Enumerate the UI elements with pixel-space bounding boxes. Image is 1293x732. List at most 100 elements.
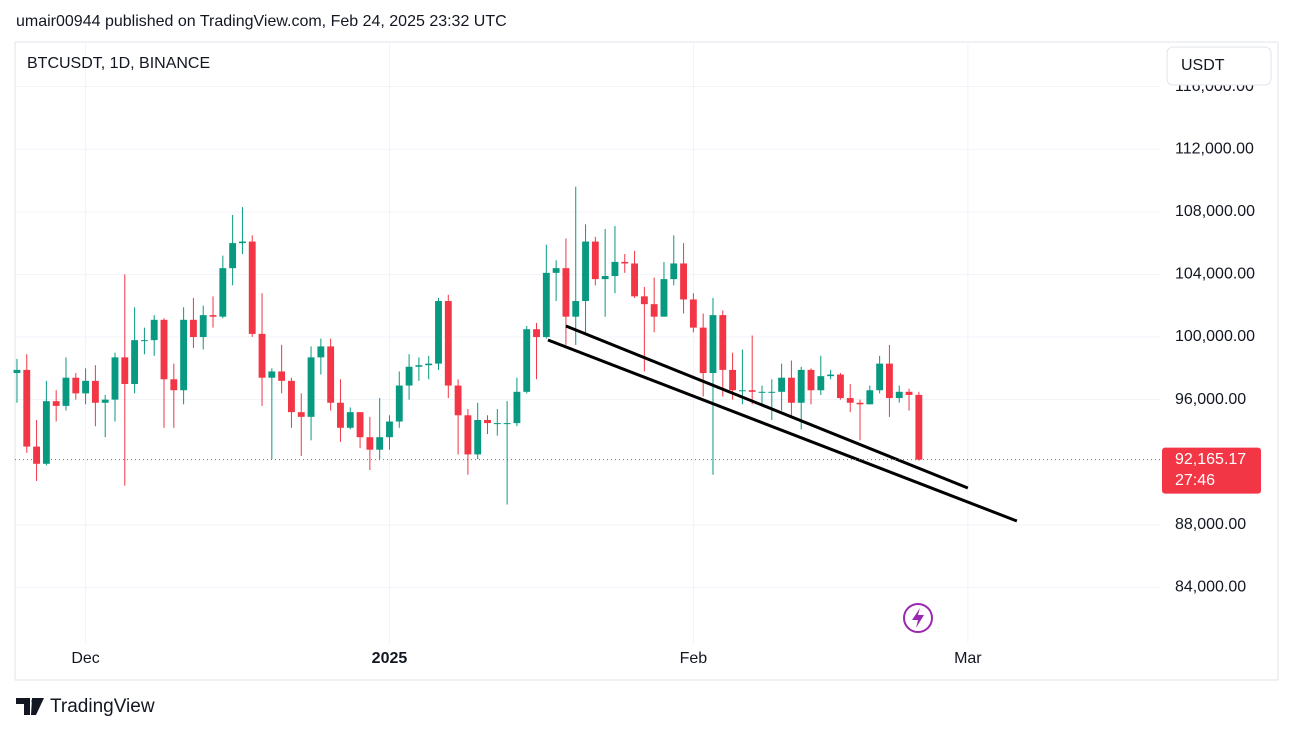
candle-body <box>660 279 668 317</box>
candles <box>13 186 923 505</box>
candle-body <box>248 241 256 334</box>
candle-body <box>866 390 874 405</box>
candle-body <box>689 299 697 328</box>
candle-body <box>709 315 717 374</box>
candle-body <box>170 379 178 391</box>
candle-body <box>807 369 815 391</box>
x-tick-label: Dec <box>71 650 99 667</box>
candle-body <box>395 385 403 422</box>
trendline <box>565 324 969 490</box>
candle-body <box>111 357 119 400</box>
y-tick-label: 100,000.00 <box>1175 328 1255 345</box>
candle-body <box>562 268 570 317</box>
candle-body <box>415 365 423 367</box>
candle-body <box>160 319 168 380</box>
candle-body <box>386 421 393 438</box>
candle-body <box>493 423 501 425</box>
trendline <box>547 338 1018 523</box>
candle-body <box>640 296 648 305</box>
candle-body <box>650 304 658 317</box>
candle-body <box>288 380 295 413</box>
candle-body <box>484 419 491 424</box>
candle-body <box>787 377 795 403</box>
candle-body <box>337 402 344 428</box>
candle-body <box>278 371 286 381</box>
currency-label[interactable]: USDT <box>1181 57 1225 74</box>
brand[interactable]: TradingView <box>50 696 155 717</box>
candle-body <box>180 319 188 391</box>
candle-body <box>582 241 589 302</box>
candle-body <box>513 391 521 424</box>
candle-body <box>356 412 364 438</box>
alert-icon[interactable] <box>903 603 933 633</box>
last-price-box <box>1162 447 1261 494</box>
x-tick-label: Feb <box>680 650 708 667</box>
candle-body <box>836 374 844 399</box>
candle-body <box>219 268 227 317</box>
overlays: 84,000.00 88,000.00 96,000.00 100,000.00 104… <box>15 78 1261 667</box>
candle-body <box>915 394 923 460</box>
candle-body <box>905 391 913 395</box>
candle-body <box>611 261 619 276</box>
candle-body <box>542 272 550 338</box>
candle-body <box>52 401 60 406</box>
candle-body <box>23 369 31 447</box>
candle-body <box>778 377 786 392</box>
tradingview-logo[interactable]: TradingView <box>16 696 155 717</box>
candle-body <box>768 391 776 393</box>
candle-body <box>827 374 835 377</box>
candle-body <box>523 329 531 392</box>
candle-body <box>199 315 207 338</box>
candle-body <box>229 243 237 269</box>
candle-body <box>189 319 197 338</box>
candle-body <box>552 268 560 273</box>
candle-body <box>474 419 482 455</box>
candle-body <box>895 391 903 399</box>
candle-body <box>150 319 158 341</box>
candle-body <box>699 327 707 374</box>
candle-body <box>91 380 99 403</box>
candle-body <box>42 401 50 464</box>
candle-body <box>239 241 246 244</box>
candle-body <box>601 275 609 280</box>
candle-body <box>121 357 129 384</box>
candle-body <box>13 369 21 374</box>
candle-body <box>454 385 462 416</box>
candle-body <box>591 241 599 280</box>
candle-body <box>621 261 629 264</box>
y-tick-label: 108,000.00 <box>1175 203 1255 220</box>
candle-body <box>670 263 678 280</box>
x-tick-label: 2025 <box>372 650 408 667</box>
candle-body <box>729 369 737 391</box>
candle-body <box>503 423 511 425</box>
published-note: umair00944 published on TradingView.com,… <box>16 13 507 30</box>
symbol-label[interactable]: BTCUSDT, 1D, BINANCE <box>27 55 210 72</box>
candle-body <box>297 412 305 417</box>
candle-body <box>317 346 325 358</box>
candle-body <box>366 437 374 450</box>
candle-body <box>33 446 40 464</box>
candle-body <box>268 371 276 378</box>
candle-body <box>886 363 893 399</box>
currency-button[interactable] <box>1166 46 1272 86</box>
candle-body <box>72 377 80 394</box>
candle-body <box>346 412 354 428</box>
candle-body <box>209 315 217 317</box>
y-tick-label: 112,000.00 <box>1175 140 1254 157</box>
candle-body <box>405 366 413 386</box>
last-price-label: 92,165.17 <box>1175 451 1246 468</box>
candle-body <box>719 315 727 370</box>
y-tick-label: 84,000.00 <box>1175 579 1246 596</box>
candle-body <box>140 340 148 342</box>
candle-body <box>62 377 70 406</box>
candle-body <box>307 357 315 417</box>
candle-body <box>82 380 90 394</box>
candle-body <box>101 399 109 403</box>
candle-body <box>327 346 335 403</box>
candle-body <box>131 340 139 384</box>
candle-body <box>435 301 442 364</box>
candle-body <box>444 301 452 386</box>
candle-body <box>797 369 805 403</box>
